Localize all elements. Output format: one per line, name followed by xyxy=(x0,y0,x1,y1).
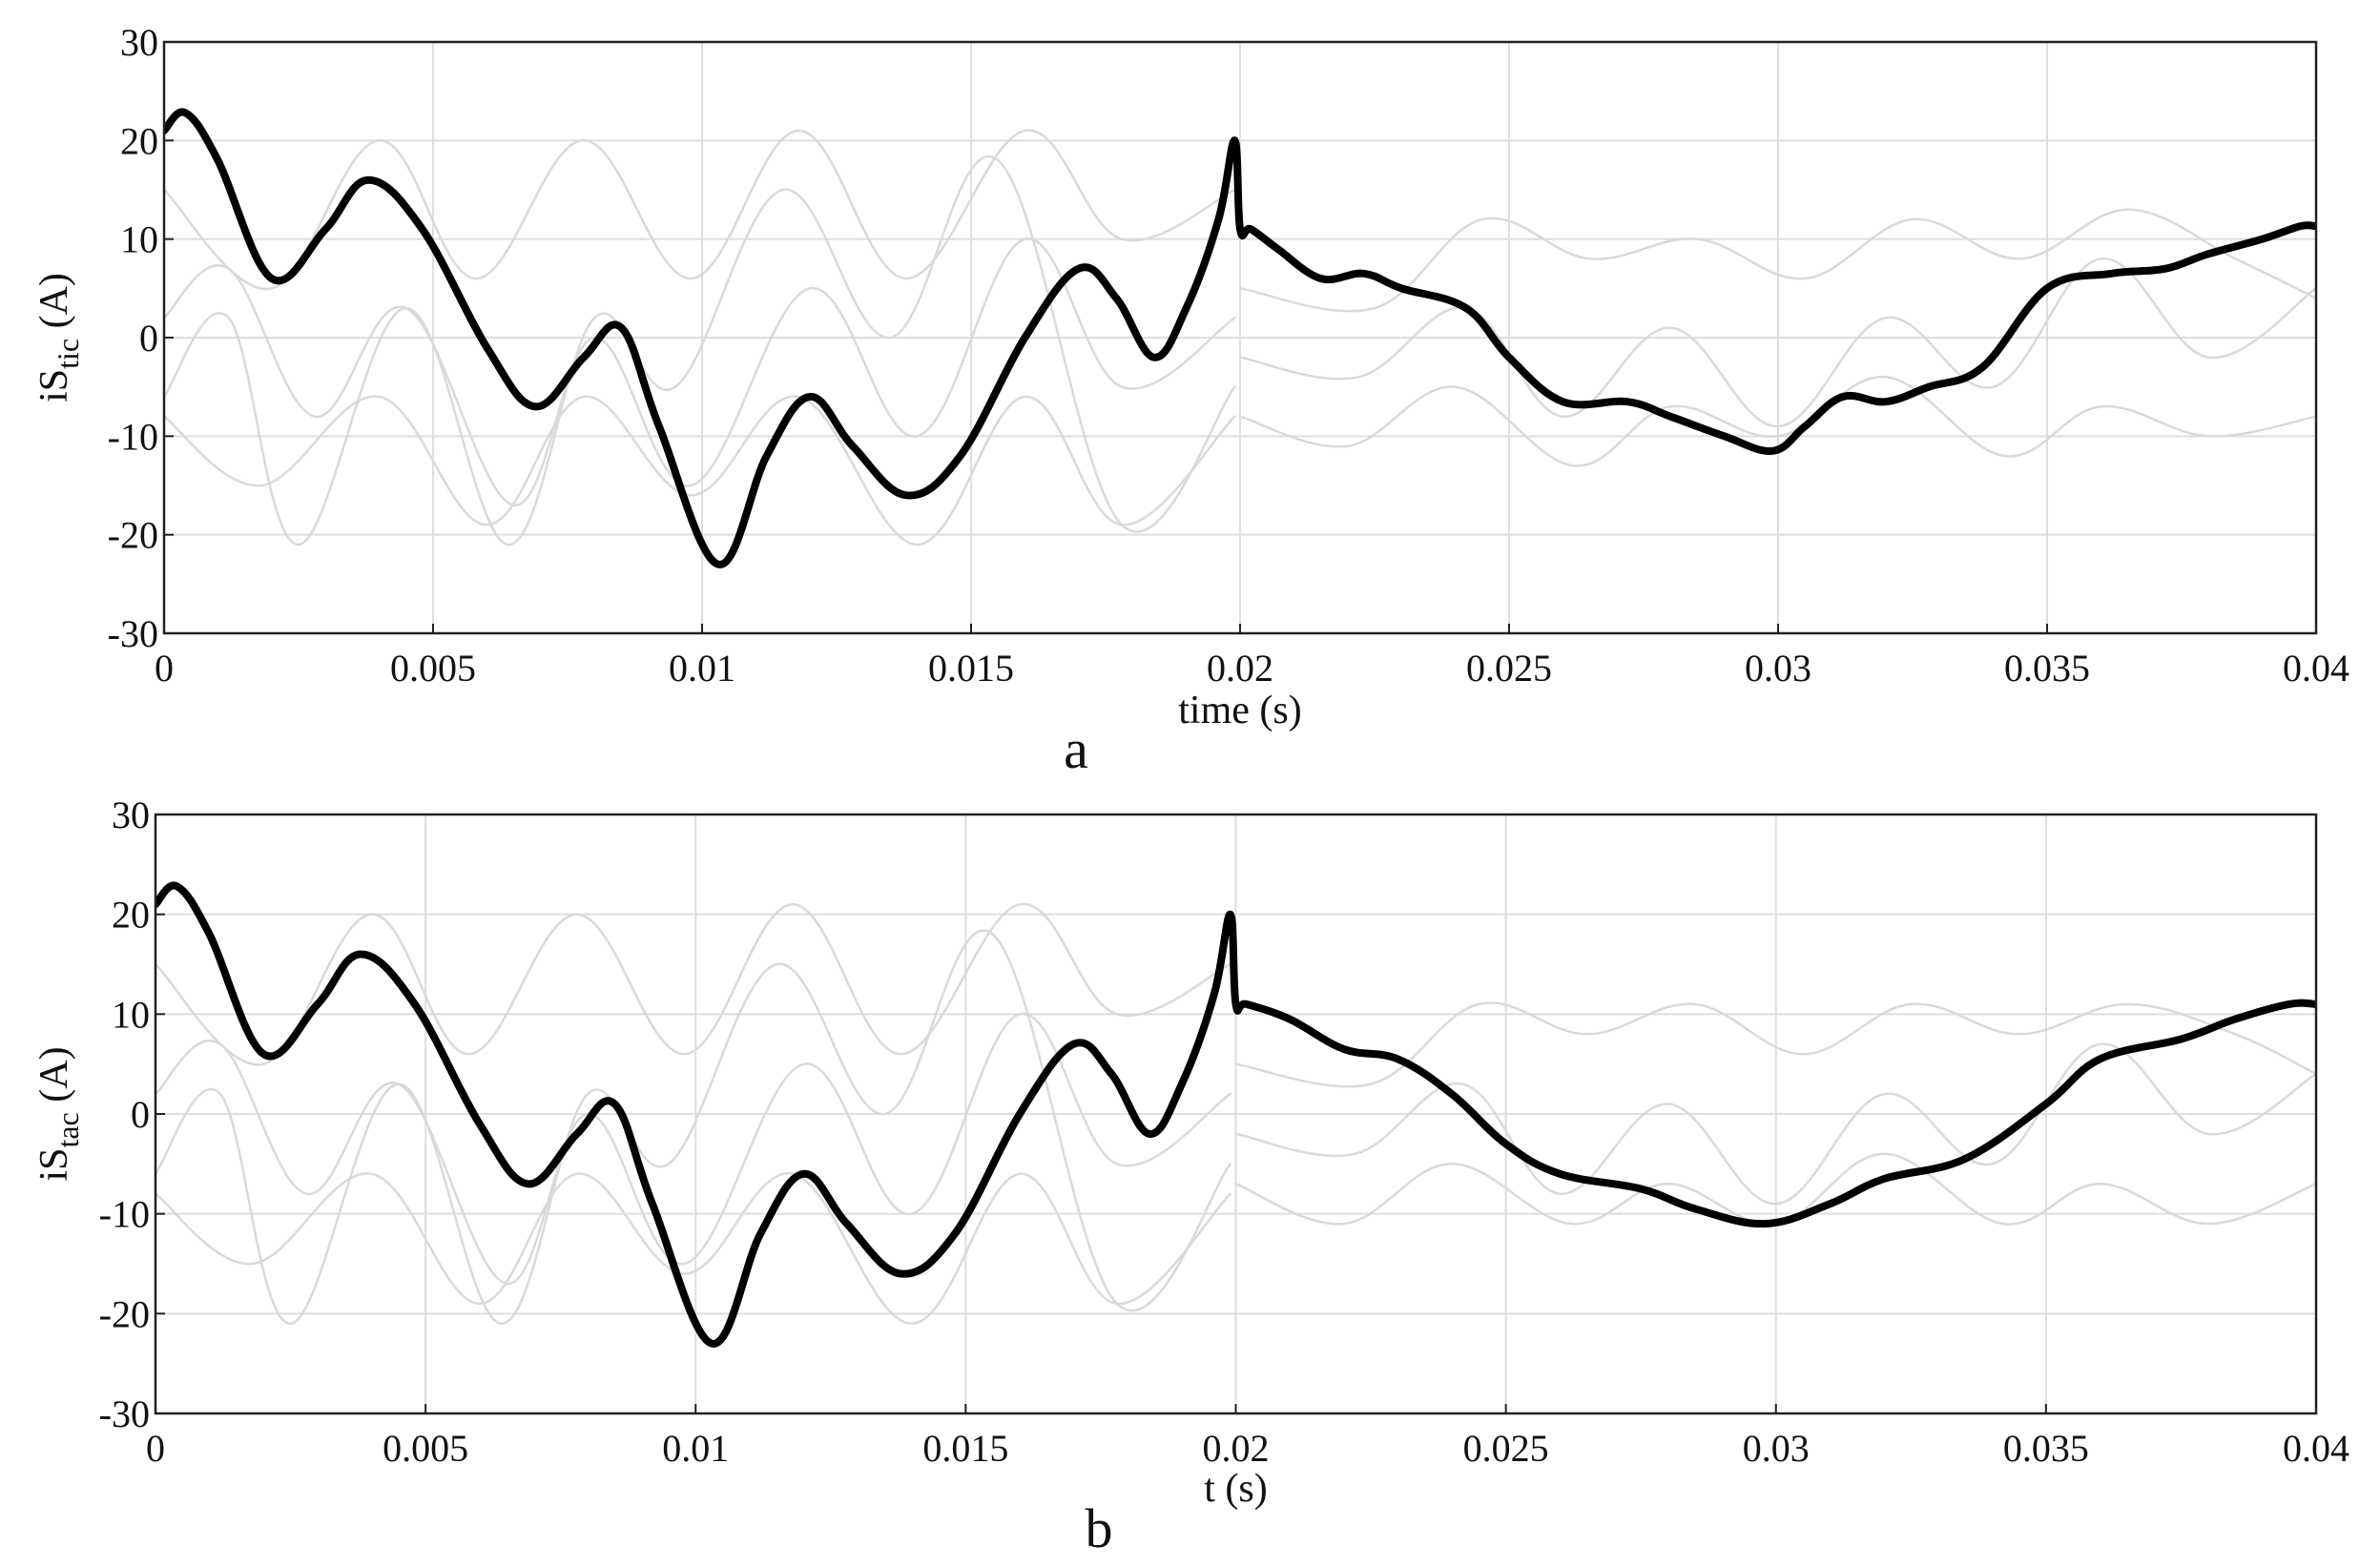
background-current-line xyxy=(155,1172,1232,1326)
x-tick-label: 0.035 xyxy=(2004,647,2090,690)
background-current-line xyxy=(155,1013,1232,1286)
y-tick-label: 20 xyxy=(120,119,158,162)
x-tick-label: 0.02 xyxy=(1207,647,1273,690)
x-tick-label: 0.005 xyxy=(383,1427,468,1470)
background-current-line xyxy=(164,237,1236,506)
y-tick-label: 30 xyxy=(112,794,150,836)
y-axis-label: iStic (A) xyxy=(32,273,85,402)
x-axis-label: t (s) xyxy=(1204,1467,1268,1511)
x-tick-label: 0.015 xyxy=(928,647,1014,690)
background-current-line xyxy=(164,395,1236,546)
y-tick-label: 10 xyxy=(112,993,150,1036)
y-tick-label: -20 xyxy=(99,1292,150,1335)
x-tick-label: 0.03 xyxy=(1743,1427,1810,1470)
y-tick-label: 30 xyxy=(120,21,158,64)
x-tick-label: 0 xyxy=(146,1427,165,1470)
main-current-line xyxy=(155,881,2316,1348)
y-tick-label: -10 xyxy=(108,415,158,458)
y-tick-label: -30 xyxy=(99,1392,150,1435)
y-axis-label: iStac (A) xyxy=(32,1046,85,1181)
x-tick-label: 0.02 xyxy=(1203,1427,1270,1470)
background-current-line xyxy=(164,129,1236,291)
y-tick-label: 0 xyxy=(131,1093,150,1136)
x-tick-label: 0.04 xyxy=(2283,647,2349,690)
x-tick-label: 0.01 xyxy=(669,647,735,690)
x-tick-label: 0.035 xyxy=(2003,1427,2089,1470)
y-tick-label: -10 xyxy=(99,1193,150,1236)
x-tick-label: 0.04 xyxy=(2283,1427,2349,1470)
x-tick-label: 0 xyxy=(155,647,174,690)
panel-label: b xyxy=(1086,1497,1113,1559)
panel-label: a xyxy=(1064,718,1088,780)
y-tick-label: -30 xyxy=(108,612,158,655)
x-tick-label: 0.025 xyxy=(1463,1427,1549,1470)
x-tick-label: 0.01 xyxy=(662,1427,729,1470)
x-axis-label: time (s) xyxy=(1178,689,1301,732)
y-tick-label: 10 xyxy=(120,218,158,261)
x-tick-label: 0.03 xyxy=(1745,647,1811,690)
y-tick-label: 20 xyxy=(112,894,150,937)
main-current-line xyxy=(164,108,2316,568)
chart-panel-a: 0 0.005 0.01 0.015 0.02 0.025 0.03 0.035 0.04 -30… xyxy=(32,21,2349,780)
background-current-line xyxy=(1234,1001,2316,1088)
background-current-line xyxy=(1238,208,2316,313)
chart-panel-b: 0 0.005 0.01 0.015 0.02 0.025 0.03 0.035 0.04 -30… xyxy=(32,794,2349,1559)
y-tick-label: -20 xyxy=(108,514,158,557)
background-current-line xyxy=(1238,376,2316,467)
x-tick-label: 0.025 xyxy=(1466,647,1552,690)
x-tick-label: 0.015 xyxy=(922,1427,1008,1470)
background-current-line xyxy=(155,902,1232,1066)
x-tick-label: 0.005 xyxy=(390,647,476,690)
y-tick-label: 0 xyxy=(139,317,158,360)
